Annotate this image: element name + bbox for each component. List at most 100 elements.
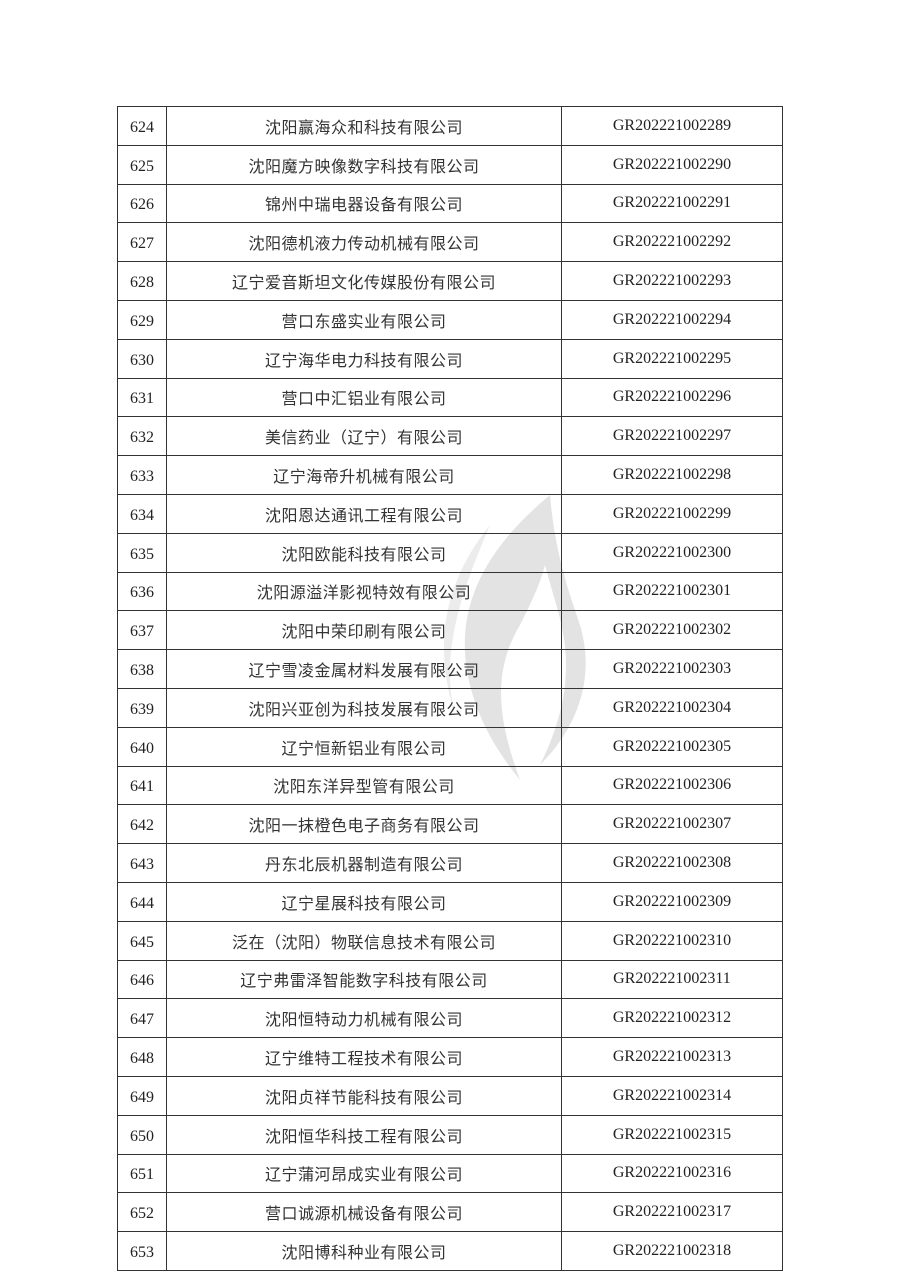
table-row: 642 沈阳一抹橙色电子商务有限公司 GR202221002307 (117, 804, 783, 845)
company-name: 辽宁蒲河昂成实业有限公司 (166, 1153, 562, 1194)
row-number: 643 (117, 843, 167, 883)
certificate-number: GR202221002289 (561, 106, 783, 146)
table-row: 641 沈阳东洋异型管有限公司 GR202221002306 (117, 765, 783, 806)
company-name: 沈阳中荣印刷有限公司 (166, 610, 562, 651)
certificate-number: GR202221002306 (561, 765, 783, 806)
row-number: 651 (117, 1153, 167, 1194)
company-table: 624 沈阳赢海众和科技有限公司 GR202221002289 625 沈阳魔方映像数字… (117, 106, 783, 1271)
table-row: 651 辽宁蒲河昂成实业有限公司 GR202221002316 (117, 1153, 783, 1194)
row-number: 636 (117, 571, 167, 612)
row-number: 653 (117, 1231, 167, 1271)
certificate-number: GR202221002313 (561, 1037, 783, 1077)
row-number: 644 (117, 881, 167, 922)
company-name: 营口东盛实业有限公司 (166, 299, 562, 340)
certificate-number: GR202221002297 (561, 416, 783, 457)
company-name: 沈阳恒华科技工程有限公司 (166, 1114, 562, 1155)
certificate-number: GR202221002305 (561, 726, 783, 767)
company-name: 沈阳魔方映像数字科技有限公司 (166, 144, 562, 185)
company-name: 辽宁弗雷泽智能数字科技有限公司 (166, 959, 562, 1000)
company-name: 辽宁雪凌金属材料发展有限公司 (166, 649, 562, 689)
certificate-number: GR202221002291 (561, 183, 783, 224)
certificate-number: GR202221002303 (561, 649, 783, 689)
company-name: 沈阳赢海众和科技有限公司 (166, 106, 562, 146)
table-row: 634 沈阳恩达通讯工程有限公司 GR202221002299 (117, 493, 783, 534)
table-row: 643 丹东北辰机器制造有限公司 GR202221002308 (117, 843, 783, 883)
company-name: 沈阳博科种业有限公司 (166, 1231, 562, 1271)
table-row: 652 营口诚源机械设备有限公司 GR202221002317 (117, 1192, 783, 1233)
certificate-number: GR202221002294 (561, 299, 783, 340)
certificate-number: GR202221002295 (561, 338, 783, 379)
company-name: 沈阳兴亚创为科技发展有限公司 (166, 687, 562, 728)
table-row: 636 沈阳源溢洋影视特效有限公司 GR202221002301 (117, 571, 783, 612)
company-name: 沈阳东洋异型管有限公司 (166, 765, 562, 806)
row-number: 652 (117, 1192, 167, 1233)
row-number: 628 (117, 261, 167, 301)
table-row: 626 锦州中瑞电器设备有限公司 GR202221002291 (117, 183, 783, 224)
company-name: 沈阳恩达通讯工程有限公司 (166, 493, 562, 534)
table-row: 649 沈阳贞祥节能科技有限公司 GR202221002314 (117, 1075, 783, 1116)
row-number: 646 (117, 959, 167, 1000)
row-number: 639 (117, 687, 167, 728)
company-name: 营口中汇铝业有限公司 (166, 377, 562, 418)
company-name: 沈阳一抹橙色电子商务有限公司 (166, 804, 562, 845)
company-name: 沈阳恒特动力机械有限公司 (166, 998, 562, 1039)
table-row: 632 美信药业（辽宁）有限公司 GR202221002297 (117, 416, 783, 457)
company-name: 营口诚源机械设备有限公司 (166, 1192, 562, 1233)
row-number: 649 (117, 1075, 167, 1116)
table-row: 633 辽宁海帝升机械有限公司 GR202221002298 (117, 455, 783, 495)
row-number: 629 (117, 299, 167, 340)
company-name: 沈阳欧能科技有限公司 (166, 532, 562, 573)
row-number: 650 (117, 1114, 167, 1155)
row-number: 648 (117, 1037, 167, 1077)
company-name: 辽宁海帝升机械有限公司 (166, 455, 562, 495)
certificate-number: GR202221002317 (561, 1192, 783, 1233)
company-name: 泛在（沈阳）物联信息技术有限公司 (166, 920, 562, 961)
table-row: 645 泛在（沈阳）物联信息技术有限公司 GR202221002310 (117, 920, 783, 961)
row-number: 626 (117, 183, 167, 224)
certificate-number: GR202221002316 (561, 1153, 783, 1194)
row-number: 627 (117, 222, 167, 263)
table-row: 640 辽宁恒新铝业有限公司 GR202221002305 (117, 726, 783, 767)
certificate-number: GR202221002307 (561, 804, 783, 845)
row-number: 625 (117, 144, 167, 185)
row-number: 640 (117, 726, 167, 767)
table-row: 627 沈阳德机液力传动机械有限公司 GR202221002292 (117, 222, 783, 263)
table-row: 629 营口东盛实业有限公司 GR202221002294 (117, 299, 783, 340)
table-row: 631 营口中汇铝业有限公司 GR202221002296 (117, 377, 783, 418)
company-name: 辽宁恒新铝业有限公司 (166, 726, 562, 767)
certificate-number: GR202221002315 (561, 1114, 783, 1155)
certificate-number: GR202221002290 (561, 144, 783, 185)
table-row: 628 辽宁爱音斯坦文化传媒股份有限公司 GR202221002293 (117, 261, 783, 301)
table-row: 630 辽宁海华电力科技有限公司 GR202221002295 (117, 338, 783, 379)
certificate-number: GR202221002296 (561, 377, 783, 418)
row-number: 631 (117, 377, 167, 418)
table-row: 650 沈阳恒华科技工程有限公司 GR202221002315 (117, 1114, 783, 1155)
certificate-number: GR202221002308 (561, 843, 783, 883)
certificate-number: GR202221002310 (561, 920, 783, 961)
table-row: 624 沈阳赢海众和科技有限公司 GR202221002289 (117, 106, 783, 146)
table-row: 637 沈阳中荣印刷有限公司 GR202221002302 (117, 610, 783, 651)
table-row: 647 沈阳恒特动力机械有限公司 GR202221002312 (117, 998, 783, 1039)
certificate-number: GR202221002304 (561, 687, 783, 728)
certificate-number: GR202221002293 (561, 261, 783, 301)
certificate-number: GR202221002309 (561, 881, 783, 922)
row-number: 632 (117, 416, 167, 457)
certificate-number: GR202221002300 (561, 532, 783, 573)
row-number: 634 (117, 493, 167, 534)
certificate-number: GR202221002311 (561, 959, 783, 1000)
company-name: 辽宁维特工程技术有限公司 (166, 1037, 562, 1077)
company-name: 辽宁星展科技有限公司 (166, 881, 562, 922)
row-number: 635 (117, 532, 167, 573)
row-number: 647 (117, 998, 167, 1039)
certificate-number: GR202221002299 (561, 493, 783, 534)
row-number: 642 (117, 804, 167, 845)
row-number: 645 (117, 920, 167, 961)
certificate-number: GR202221002292 (561, 222, 783, 263)
company-name: 锦州中瑞电器设备有限公司 (166, 183, 562, 224)
row-number: 630 (117, 338, 167, 379)
table-row: 644 辽宁星展科技有限公司 GR202221002309 (117, 881, 783, 922)
table-row: 638 辽宁雪凌金属材料发展有限公司 GR202221002303 (117, 649, 783, 689)
table-row: 648 辽宁维特工程技术有限公司 GR202221002313 (117, 1037, 783, 1077)
certificate-number: GR202221002318 (561, 1231, 783, 1271)
table-row: 639 沈阳兴亚创为科技发展有限公司 GR202221002304 (117, 687, 783, 728)
